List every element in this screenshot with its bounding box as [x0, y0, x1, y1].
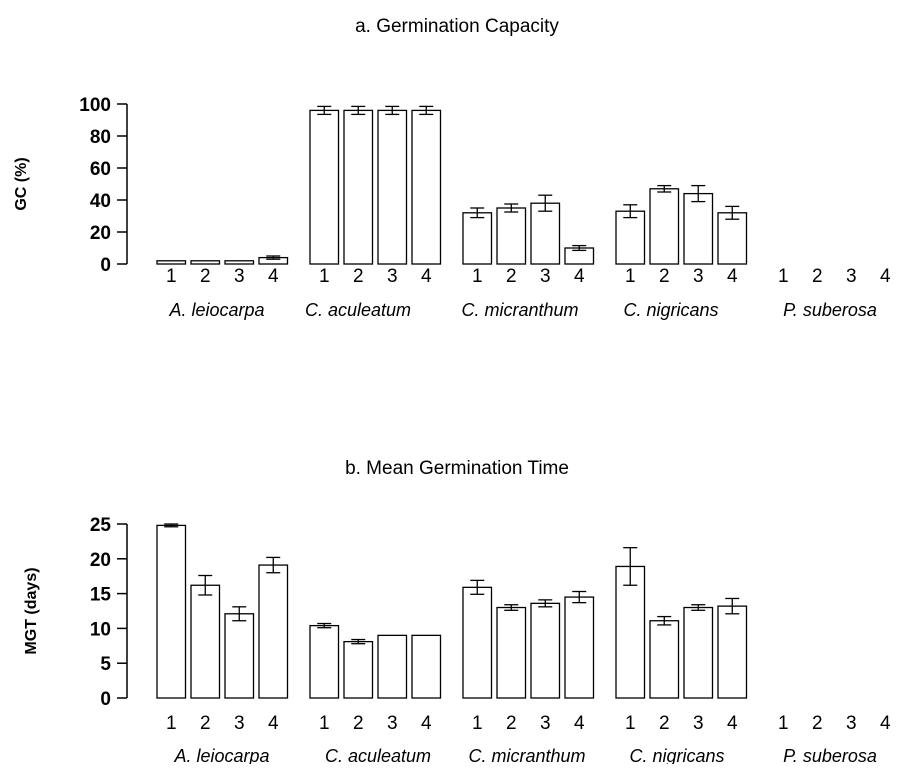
chart-a-x-tick-label: 2	[353, 266, 364, 287]
chart-a-x-tick-label: 1	[472, 266, 483, 287]
chart-b-bar	[343, 640, 374, 699]
chart-a-x-tick-label: 2	[659, 266, 670, 287]
chart-a-x-tick-label: 4	[268, 266, 279, 287]
chart-b-x-tick-label: 3	[846, 713, 857, 734]
chart-b-y-tick-label: 15	[90, 585, 112, 606]
chart-a-x-tick-label: 2	[506, 266, 517, 287]
chart-b-species-label: C. micranthum	[468, 746, 585, 764]
chart-b-bar	[224, 613, 255, 699]
chart-a-y-tick-label: 0	[100, 255, 111, 276]
chart-a-x-tick-label: 3	[693, 266, 704, 287]
chart-b-bar	[615, 565, 646, 699]
chart-b-x-tick-label: 3	[693, 713, 704, 734]
chart-a-x-tick-label: 4	[727, 266, 738, 287]
chart-a-title: a. Germination Capacity	[355, 16, 559, 37]
chart-b-bar	[717, 605, 748, 699]
chart-a-species-label: C. nigricans	[623, 300, 718, 320]
chart-b-species-label: P. suberosa	[783, 746, 877, 764]
chart-a-bar	[615, 210, 646, 265]
chart-b-bar	[683, 606, 714, 699]
chart-a-x-tick-label: 1	[166, 266, 177, 287]
chart-b-y-tick-label: 0	[100, 689, 111, 710]
chart-b-y-tick-label: 20	[90, 550, 111, 571]
chart-a-x-tick-label: 3	[540, 266, 551, 287]
chart-b-x-tick-label: 2	[506, 713, 517, 734]
chart-a-y-tick-label: 60	[90, 159, 111, 180]
chart-b-y-tick-label: 5	[100, 654, 111, 675]
chart-a-species-label: C. micranthum	[461, 300, 578, 320]
chart-b-species-label: C. nigricans	[629, 746, 724, 764]
chart-b-x-tick-label: 4	[727, 713, 738, 734]
chart-b-x-tick-label: 4	[574, 713, 585, 734]
chart-a-species-label: A. leiocarpa	[168, 300, 264, 320]
chart-b-bar	[190, 584, 221, 699]
chart-a-bar	[530, 202, 561, 265]
chart-b-bar	[564, 596, 595, 699]
chart-a-x-tick-label: 2	[200, 266, 211, 287]
chart-b-bar	[309, 624, 340, 699]
chart-b-x-tick-label: 1	[166, 713, 177, 734]
chart-b-x-tick-label: 3	[387, 713, 398, 734]
chart-b-bar	[496, 606, 527, 699]
chart-a-bar	[224, 260, 255, 265]
chart-a-bar	[309, 109, 340, 265]
chart-b-x-tick-label: 2	[659, 713, 670, 734]
chart-b-x-tick-label: 3	[540, 713, 551, 734]
chart-a-x-tick-label: 3	[234, 266, 245, 287]
chart-a-x-tick-label: 1	[778, 266, 789, 287]
chart-a-bar	[462, 212, 493, 265]
chart-a-y-tick-label: 40	[90, 191, 111, 212]
chart-a-bar	[496, 207, 527, 265]
chart-b-x-tick-label: 1	[625, 713, 636, 734]
chart-a-x-tick-label: 1	[319, 266, 330, 287]
chart-b-species-label: C. aculeatum	[325, 746, 431, 764]
chart-a-species-label: C. aculeatum	[305, 300, 411, 320]
chart-a-bar	[156, 260, 187, 265]
chart-a-x-tick-label: 2	[812, 266, 823, 287]
chart-a-x-tick-label: 3	[387, 266, 398, 287]
chart-a-x-tick-label: 4	[421, 266, 432, 287]
chart-a-species-label: P. suberosa	[783, 300, 877, 320]
chart-a-y-tick-label: 100	[79, 95, 111, 116]
chart-b-bar	[156, 524, 187, 699]
chart-a-x-tick-label: 1	[625, 266, 636, 287]
chart-a-x-tick-label: 4	[880, 266, 891, 287]
chart-a-y-axis-label: GC (%)	[13, 157, 30, 210]
chart-b-title: b. Mean Germination Time	[345, 458, 569, 479]
chart-a-bar	[683, 192, 714, 265]
chart-b-bar	[530, 602, 561, 699]
chart-a-x-tick-label: 4	[574, 266, 585, 287]
chart-b-x-tick-label: 1	[472, 713, 483, 734]
chart-b-species-label: A. leiocarpa	[173, 746, 269, 764]
chart-b-x-tick-label: 4	[421, 713, 432, 734]
chart-b-x-tick-label: 2	[812, 713, 823, 734]
chart-b-y-tick-label: 10	[90, 619, 111, 640]
chart-a-y-tick-label: 20	[90, 223, 111, 244]
chart-b-x-tick-label: 2	[200, 713, 211, 734]
chart-b-bar	[462, 586, 493, 699]
chart-b-x-tick-label: 4	[268, 713, 279, 734]
chart-b-bar	[377, 634, 408, 699]
chart-b-x-tick-label: 2	[353, 713, 364, 734]
chart-b-x-tick-label: 1	[778, 713, 789, 734]
chart-a-bar	[649, 188, 680, 265]
chart-a-bar	[377, 109, 408, 265]
chart-a-y-tick-label: 80	[90, 127, 111, 148]
chart-b-y-axis-label: MGT (days)	[23, 567, 40, 654]
chart-b-bar	[649, 620, 680, 699]
chart-b-y-tick-label: 25	[90, 515, 112, 536]
chart-a-bar	[411, 109, 442, 265]
chart-b-x-tick-label: 4	[880, 713, 891, 734]
chart-a-bar	[343, 109, 374, 265]
chart-a-x-tick-label: 3	[846, 266, 857, 287]
chart-b-x-tick-label: 1	[319, 713, 330, 734]
chart-b-bar	[258, 564, 289, 699]
chart-a-bar	[717, 212, 748, 265]
chart-b-x-tick-label: 3	[234, 713, 245, 734]
chart-a-bar	[190, 260, 221, 265]
chart-b-bar	[411, 634, 442, 699]
